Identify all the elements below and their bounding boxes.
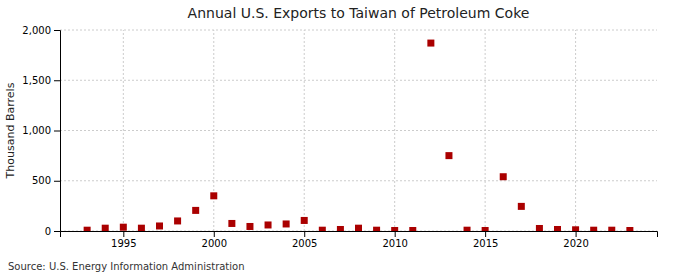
source: Source: U.S. Energy Information Administ… (8, 261, 245, 272)
point (156, 222, 163, 229)
point (482, 227, 489, 231)
x-tick-mark (123, 231, 124, 237)
y-tick-mark (54, 30, 60, 31)
point (102, 225, 109, 231)
grid-line-x (394, 30, 395, 231)
x-tick-label: 2015 (473, 238, 498, 249)
chart: 1995 2000 2005 2010 2015 2020 0 500 1,000 1,500 2,… (0, 0, 675, 275)
y-tick: 1,000 (22, 125, 60, 136)
point (319, 227, 326, 231)
x-tick-label: 2020 (563, 238, 588, 249)
y-tick-label: 1,500 (22, 75, 51, 86)
point (355, 225, 362, 231)
grid-line-x (123, 30, 124, 231)
y-tick-mark (54, 131, 60, 132)
point (210, 192, 217, 199)
point (84, 227, 91, 231)
y-axis-line (54, 31, 61, 232)
y-tick-mark (54, 231, 60, 232)
x-axis-line (61, 232, 658, 238)
point (590, 227, 597, 231)
points (84, 40, 634, 231)
grid-line-y (60, 180, 657, 181)
grid (60, 30, 657, 231)
point (301, 217, 308, 224)
x-tick: 2020 (563, 231, 588, 249)
point (409, 227, 416, 231)
x-tick-mark (304, 231, 305, 237)
x-tick-mark (576, 231, 577, 237)
grid-line-y (60, 80, 657, 81)
point (174, 217, 181, 224)
y-tick: 500 (32, 175, 60, 186)
x-tick-mark (395, 231, 396, 237)
x-axis: 1995 2000 2005 2010 2015 2020 (61, 231, 658, 249)
x-tick-label: 2010 (382, 238, 407, 249)
point (464, 227, 471, 231)
point (518, 203, 525, 210)
y-tick: 2,000 (22, 25, 60, 36)
y-tick-label: 1,000 (22, 125, 51, 136)
grid-line-y (60, 130, 657, 131)
x-tick: 2000 (202, 231, 227, 249)
y-tick-label: 0 (45, 226, 51, 237)
title: Annual U.S. Exports to Taiwan of Petrole… (188, 5, 530, 21)
point (536, 225, 543, 231)
point (500, 173, 507, 180)
x-tick-mark (214, 231, 215, 237)
x-tick: 1995 (111, 231, 136, 249)
grid-line-x (575, 30, 576, 231)
y-tick-label: 500 (32, 175, 51, 186)
y-tick-mark (54, 181, 60, 182)
point (337, 226, 344, 231)
point (138, 225, 145, 231)
point (608, 227, 615, 231)
y-axis-title: Thousand Barrels (4, 82, 17, 179)
x-tick: 2015 (473, 231, 498, 249)
point (427, 40, 434, 47)
point (445, 152, 452, 159)
point (572, 226, 579, 231)
y-tick-mark (54, 80, 60, 81)
point (626, 227, 633, 231)
x-tick-label: 2000 (202, 238, 227, 249)
point (246, 223, 253, 230)
point (120, 224, 127, 231)
point (373, 227, 380, 231)
x-tick-label: 2005 (292, 238, 317, 249)
x-tick: 2005 (292, 231, 317, 249)
x-tick-mark (485, 231, 486, 237)
point (391, 227, 398, 231)
grid-line-y (60, 30, 657, 31)
point (192, 207, 199, 214)
point (554, 226, 561, 231)
y-tick: 1,500 (22, 75, 60, 86)
x-tick-label: 1995 (111, 238, 136, 249)
x-tick: 2010 (382, 231, 407, 249)
y-tick: 0 (45, 226, 60, 237)
point (265, 221, 272, 228)
y-axis: 0 500 1,000 1,500 2,000 (22, 25, 60, 237)
y-tick-label: 2,000 (22, 25, 51, 36)
point (283, 220, 290, 227)
point (228, 220, 235, 227)
